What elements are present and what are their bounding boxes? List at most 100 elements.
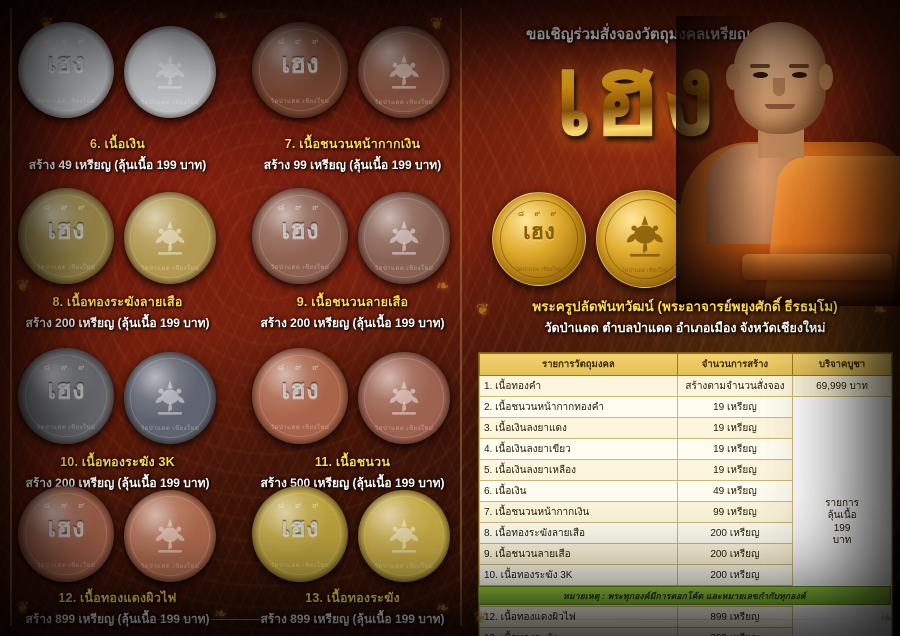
coin-7-reverse: วัดป่าแดด เชียงใหม่ bbox=[358, 26, 450, 118]
coin-arc-text: วัดป่าแดด เชียงใหม่ bbox=[140, 265, 200, 272]
coin-arc-text: วัดป่าแดด เชียงใหม่ bbox=[270, 99, 330, 106]
coin-rim bbox=[258, 194, 342, 278]
medal-rim bbox=[500, 200, 578, 278]
coin-dots: ๘ ๙ ๙ bbox=[43, 202, 89, 213]
coin-arc-text: วัดป่าแดด เชียงใหม่ bbox=[36, 425, 96, 432]
coin-6-obverse: ๘ ๙ ๙เฮงวัดป่าแดด เชียงใหม่ bbox=[18, 22, 114, 118]
coin-10-obverse: ๘ ๙ ๙เฮง วัดป่าแดด เชียงใหม่ bbox=[18, 348, 114, 444]
coin-arc-text: วัดป่าแดด เชียงใหม่ bbox=[140, 425, 200, 432]
deity-ganesha-icon bbox=[389, 380, 419, 415]
coin-rim bbox=[24, 354, 108, 438]
coin-12-obverse: ๘ ๙ ๙เฮง วัดป่าแดด เชียงใหม่ bbox=[18, 486, 114, 582]
coin-dots: ๘ ๙ ๙ bbox=[277, 500, 323, 511]
coin-arc-text: วัดป่าแดด เชียงใหม่ bbox=[140, 563, 200, 570]
cell-price: 69,999 บาท bbox=[792, 375, 892, 397]
cell-item-name: 1. เนื้อทองคำ bbox=[479, 375, 678, 397]
coin-dots: ๘ ๙ ๙ bbox=[43, 36, 89, 47]
cell-item-name: 13. เนื้อทองระฆัง bbox=[479, 627, 678, 636]
deity-ganesha-icon bbox=[155, 220, 185, 255]
coin-9-reverse: วัดป่าแดด เชียงใหม่ bbox=[358, 192, 450, 284]
coin-label-title: 6. เนื้อเงิน bbox=[90, 137, 145, 151]
coin-label-subtitle: สร้าง 500 เหรียญ (ลุ้นเนื้อ 199 บาท) bbox=[260, 476, 445, 490]
coin-label-subtitle: สร้าง 899 เหรียญ (ลุ้นเนื้อ 199 บาท) bbox=[260, 612, 445, 626]
price-block-line: 199 bbox=[833, 522, 851, 534]
coin-8-obverse: ๘ ๙ ๙เฮง วัดป่าแดด เชียงใหม่ bbox=[18, 188, 114, 284]
panel-border bbox=[10, 8, 462, 626]
table-row: 5. เนื้อเงินลงยาเหลือง 19 เหรียญ bbox=[479, 459, 892, 481]
hero-medal-front: ๘ ๙ ๙ เฮง วัดป่าแดด เชียงใหม่ bbox=[492, 192, 586, 286]
coin-label-subtitle: สร้าง 899 เหรียญ (ลุ้นเนื้อ 199 บาท) bbox=[25, 612, 210, 626]
coin-label-subtitle: สร้าง 99 เหรียญ (ลุ้นเนื้อ 199 บาท) bbox=[263, 158, 442, 172]
table-row: 4. เนื้อเงินลงยาเขียว 19 เหรียญ bbox=[479, 438, 892, 460]
coin-rim bbox=[130, 496, 210, 576]
cell-quantity: 200 เหรียญ bbox=[676, 543, 794, 565]
coin-rim bbox=[258, 492, 342, 576]
coin-glyph: เฮง bbox=[281, 48, 319, 79]
coin-label-subtitle: สร้าง 200 เหรียญ (ลุ้นเนื้อ 199 บาท) bbox=[260, 316, 445, 330]
cell-quantity: 19 เหรียญ bbox=[676, 396, 794, 418]
coin-label-subtitle: สร้าง 49 เหรียญ (ลุ้นเนื้อ 199 บาท) bbox=[28, 158, 207, 172]
coin-glyph: เฮง bbox=[47, 374, 85, 405]
coin-label-title: 13. เนื้อทองระฆัง bbox=[305, 591, 400, 605]
col-header-price: บริจาคบูชา bbox=[792, 353, 892, 376]
cell-item-name: 4. เนื้อเงินลงยาเขียว bbox=[479, 438, 678, 460]
cell-item-name: 12. เนื้อทองแดงผิวไฟ bbox=[479, 606, 678, 628]
cell-item-name: 7. เนื้อชนวนหน้ากากเงิน bbox=[479, 501, 678, 523]
cell-quantity: 200 เหรียญ bbox=[676, 564, 794, 586]
coin-12-reverse: วัดป่าแดด เชียงใหม่ bbox=[124, 490, 216, 582]
coin-10-reverse: วัดป่าแดด เชียงใหม่ bbox=[124, 352, 216, 444]
cell-item-name: 2. เนื้อชนวนหน้ากากทองคำ bbox=[479, 396, 678, 418]
coin-arc-text: วัดป่าแดด เชียงใหม่ bbox=[374, 99, 434, 106]
coin-label-10: 10. เนื้อทองระฆัง 3K สร้าง 200 เหรียญ (ลุ… bbox=[0, 452, 235, 493]
coin-glyph: เฮง bbox=[281, 512, 319, 543]
coin-rim bbox=[130, 358, 210, 438]
table-row: 6. เนื้อเงิน 49 เหรียญ bbox=[479, 480, 892, 502]
coin-rim bbox=[130, 32, 210, 112]
coin-label-title: 10. เนื้อทองระฆัง 3K bbox=[60, 455, 175, 469]
coin-glyph: เฮง bbox=[281, 374, 319, 405]
coin-arc-text: วัดป่าแดด เชียงใหม่ bbox=[140, 99, 200, 106]
cell-quantity: 99 เหรียญ bbox=[676, 501, 794, 523]
coin-rim bbox=[130, 198, 210, 278]
coin-arc-text: วัดป่าแดด เชียงใหม่ bbox=[36, 563, 96, 570]
bottom-divider bbox=[14, 619, 454, 620]
coin-arc-text: วัดป่าแดด เชียงใหม่ bbox=[270, 563, 330, 570]
deity-ganesha-icon bbox=[155, 518, 185, 553]
medal-glyph: เฮง bbox=[523, 220, 555, 246]
deity-ganesha-icon bbox=[389, 518, 419, 553]
cell-quantity: 19 เหรียญ bbox=[676, 438, 794, 460]
coin-arc-text: วัดป่าแดด เชียงใหม่ bbox=[270, 425, 330, 432]
coin-arc-text: วัดป่าแดด เชียงใหม่ bbox=[36, 99, 96, 106]
coin-dots: ๘ ๙ ๙ bbox=[277, 36, 323, 47]
price-block-line: ลุ้นเนื้อ bbox=[827, 510, 857, 521]
coin-label-7: 7. เนื้อชนวนหน้ากากเงินสร้าง 99 เหรียญ (… bbox=[235, 134, 470, 175]
cell-quantity: 19 เหรียญ bbox=[676, 459, 794, 481]
coin-rim bbox=[258, 28, 342, 112]
col-header-item: รายการวัตถุมงคล bbox=[479, 353, 678, 376]
deity-ganesha-icon bbox=[389, 54, 419, 89]
coin-rim bbox=[364, 358, 444, 438]
coin-label-title: 9. เนื้อชนวนลายเสือ bbox=[296, 295, 409, 309]
table-row: 12. เนื้อทองแดงผิวไฟ 899 เหรียญ bbox=[479, 606, 892, 628]
cell-item-name: 3. เนื้อเงินลงยาแดง bbox=[479, 417, 678, 439]
price-block-line: รายการ bbox=[825, 497, 859, 509]
coin-label-13: 13. เนื้อทองระฆังสร้าง 899 เหรียญ (ลุ้นเ… bbox=[235, 588, 470, 629]
coin-label-title: 7. เนื้อชนวนหน้ากากเงิน bbox=[284, 137, 421, 151]
cell-quantity: 899 เหรียญ bbox=[676, 606, 794, 628]
coin-rim bbox=[364, 32, 444, 112]
medal-arc-text: วัดป่าแดด เชียงใหม่ bbox=[515, 266, 563, 273]
coin-rim bbox=[24, 194, 108, 278]
coin-dots: ๘ ๙ ๙ bbox=[43, 500, 89, 511]
cell-item-name: 6. เนื้อเงิน bbox=[479, 480, 678, 502]
cell-quantity: 200 เหรียญ bbox=[676, 522, 794, 544]
cell-item-name: 9. เนื้อชนวนลายเสือ bbox=[479, 543, 678, 565]
coin-label-12: 12. เนื้อทองแดงผิวไฟ สร้าง 899 เหรียญ (ลุ… bbox=[0, 588, 235, 629]
coin-glyph: เฮง bbox=[47, 48, 85, 79]
coin-9-obverse: ๘ ๙ ๙เฮง วัดป่าแดด เชียงใหม่ bbox=[252, 188, 348, 284]
coin-label-title: 8. เนื้อทองระฆังลายเสือ bbox=[52, 295, 183, 309]
coin-gallery-panel: ❦ ❧ ❦ ❦ ❧ ❦ ❧ ❧ ๘ ๙ ๙เฮง วัดป่าแดด เชียงใ… bbox=[0, 8, 470, 629]
cell-quantity: สร้างตามจำนวนสั่งจอง bbox=[676, 375, 794, 397]
bottom-divider-right bbox=[470, 619, 890, 620]
coin-13-obverse: ๘ ๙ ๙เฮงวัดป่าแดด เชียงใหม่ bbox=[252, 486, 348, 582]
table-row: 1. เนื้อทองคำ สร้างตามจำนวนสั่งจอง 69,999 … bbox=[479, 375, 892, 397]
